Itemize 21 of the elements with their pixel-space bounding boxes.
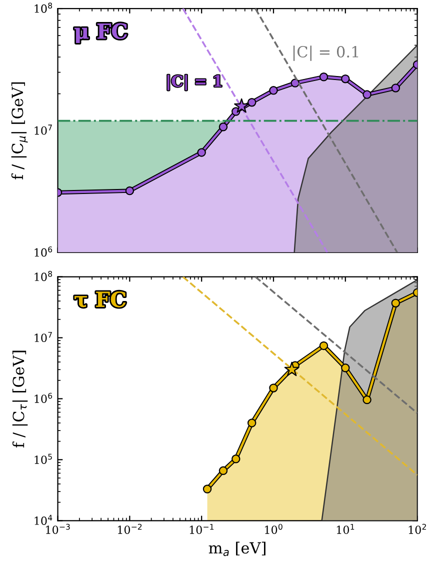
y-tick-label: 10$^{7}$	[34, 332, 52, 342]
y-tick-label: 10$^{8}$	[34, 2, 52, 13]
x-tick-label: 10$^{1}$	[336, 524, 354, 534]
annotation: |C| = 1	[168, 74, 222, 90]
text: τ FC	[74, 291, 126, 308]
y-axis-title: f / |C$_{τ}$| [GeV]	[12, 350, 28, 448]
x-tick-label: 10$^{2}$	[408, 524, 426, 534]
x-tick-label: 10$^{−3}$	[46, 524, 70, 534]
x-tick-label: 10$^{−2}$	[118, 524, 142, 534]
y-tick-label: 10$^{7}$	[34, 124, 52, 135]
x-axis-title: m$_{a}$ [eV]	[208, 542, 266, 556]
text: μ FC	[74, 23, 127, 43]
y-tick-label: 10$^{5}$	[34, 454, 52, 464]
y-axis-title: f / |C$_{μ}$| [GeV]	[11, 82, 28, 180]
y-tick-label: 10$^{6}$	[34, 392, 52, 403]
y-tick-label: 10$^{8}$	[34, 270, 52, 282]
y-tick-label: 10$^{4}$	[34, 514, 52, 525]
annotation: |C| = 0.1	[293, 46, 358, 61]
y-tick-label: 10$^{6}$	[34, 246, 52, 257]
x-tick-label: 10$^{0}$	[265, 524, 282, 534]
x-tick-label: 10$^{−1}$	[190, 524, 214, 534]
